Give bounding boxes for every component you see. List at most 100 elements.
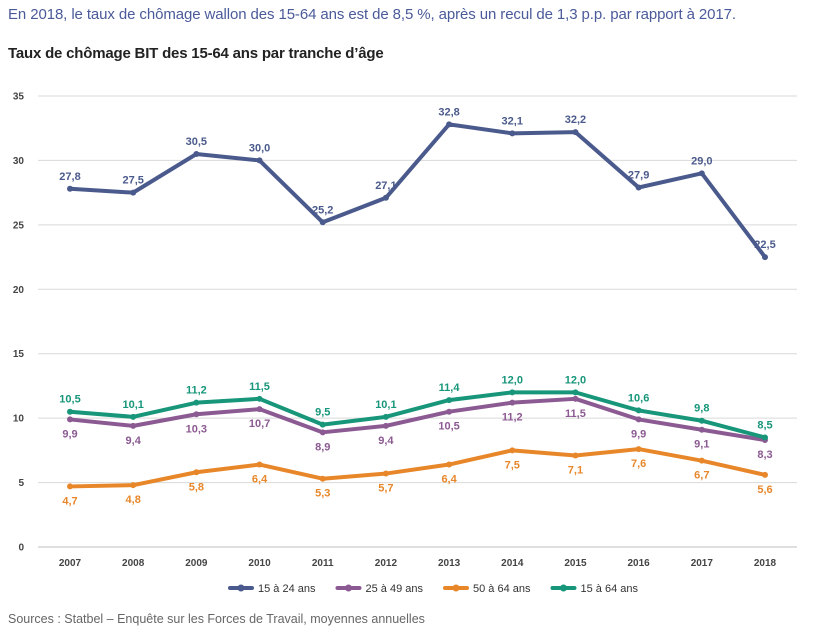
y-tick-label: 10 <box>13 414 25 425</box>
data-label: 10,7 <box>249 418 270 430</box>
data-label: 10,1 <box>375 399 396 411</box>
legend-label: 15 à 24 ans <box>258 583 316 595</box>
data-label: 10,6 <box>628 392 649 404</box>
data-point <box>382 413 389 420</box>
data-label: 27,5 <box>122 175 143 187</box>
data-point <box>382 194 389 201</box>
data-point <box>130 413 137 420</box>
data-label: 27,8 <box>59 171 80 183</box>
data-point <box>509 389 516 396</box>
data-label: 9,4 <box>378 435 394 447</box>
legend-label: 25 à 49 ans <box>366 583 424 595</box>
data-label: 9,4 <box>126 435 142 447</box>
data-point <box>130 422 137 429</box>
x-tick-label: 2016 <box>628 558 651 569</box>
data-point <box>256 406 263 413</box>
y-tick-label: 35 <box>13 92 25 103</box>
x-tick-label: 2011 <box>312 558 334 569</box>
x-tick-label: 2017 <box>691 558 714 569</box>
legend-marker <box>452 584 460 592</box>
data-point <box>256 461 263 468</box>
y-tick-label: 15 <box>13 349 25 360</box>
data-label: 5,6 <box>757 484 772 496</box>
data-label: 11,2 <box>502 412 523 424</box>
legend-marker <box>237 584 245 592</box>
data-label: 30,0 <box>249 142 270 154</box>
data-label: 9,5 <box>315 407 330 419</box>
data-label: 11,4 <box>439 382 461 394</box>
data-label: 25,2 <box>312 204 333 216</box>
data-point <box>572 452 579 459</box>
data-label: 10,1 <box>122 399 143 411</box>
series-line <box>68 447 767 489</box>
data-label: 9,9 <box>62 428 77 440</box>
data-label: 32,8 <box>438 106 459 118</box>
data-point <box>509 447 516 454</box>
data-label: 12,0 <box>502 374 523 386</box>
data-label: 11,5 <box>249 381 270 393</box>
data-label: 22,5 <box>754 239 775 251</box>
series-line <box>68 390 767 440</box>
legend-label: 15 à 64 ans <box>581 583 639 595</box>
data-label: 32,1 <box>502 115 523 127</box>
chart-title: Taux de chômage BIT des 15-64 ans par tr… <box>8 45 384 62</box>
data-label: 8,3 <box>757 449 772 461</box>
data-label: 8,9 <box>315 441 330 453</box>
data-point <box>193 469 200 476</box>
legend-label: 50 à 64 ans <box>473 583 531 595</box>
data-point <box>130 189 137 196</box>
x-tick-label: 2009 <box>185 558 208 569</box>
data-label: 4,8 <box>126 494 141 506</box>
x-axis: 2007 2008 2009 2010 2011 2012 2013 2014 2015 2016… <box>59 558 777 569</box>
data-point <box>572 389 579 396</box>
data-point <box>193 399 200 406</box>
data-point <box>698 417 705 424</box>
x-tick-label: 2012 <box>375 558 398 569</box>
y-tick-label: 20 <box>13 285 25 296</box>
data-point <box>572 129 579 136</box>
data-label: 9,8 <box>694 403 709 415</box>
data-label: 4,7 <box>62 495 77 507</box>
y-tick-label: 25 <box>13 220 25 231</box>
data-label: 11,5 <box>565 408 586 420</box>
y-tick-label: 30 <box>13 156 25 167</box>
data-label: 12,0 <box>565 374 586 386</box>
data-point <box>509 399 516 406</box>
headline: En 2018, le taux de chômage wallon des 1… <box>8 6 736 23</box>
data-point <box>319 475 326 482</box>
data-label: 32,2 <box>565 114 586 126</box>
data-point <box>698 170 705 177</box>
series-line <box>68 122 767 260</box>
x-tick-label: 2007 <box>59 558 82 569</box>
data-point <box>67 408 73 415</box>
data-point <box>635 416 642 423</box>
x-tick-label: 2010 <box>248 558 271 569</box>
data-point <box>382 470 389 477</box>
data-label: 7,6 <box>631 458 646 470</box>
x-tick-label: 2015 <box>564 558 587 569</box>
x-tick-label: 2013 <box>438 558 461 569</box>
x-tick-label: 2018 <box>754 558 777 569</box>
data-point <box>762 254 768 261</box>
data-point <box>698 426 705 433</box>
data-label: 10,5 <box>59 394 80 406</box>
data-point <box>193 411 200 418</box>
data-label: 29,0 <box>691 155 712 167</box>
legend-marker <box>345 584 352 592</box>
data-point <box>635 446 642 453</box>
y-tick-label: 0 <box>18 543 24 554</box>
data-point <box>67 483 73 490</box>
data-point <box>446 408 453 415</box>
data-point <box>382 422 389 429</box>
legend-marker <box>560 584 567 592</box>
data-point <box>762 434 768 441</box>
data-point <box>130 482 137 489</box>
data-label: 30,5 <box>186 136 207 148</box>
data-label: 5,7 <box>378 483 393 495</box>
data-point <box>446 121 453 128</box>
data-point <box>256 395 263 402</box>
x-tick-label: 2008 <box>122 558 145 569</box>
data-label: 8,5 <box>757 419 772 431</box>
data-label: 5,3 <box>315 488 330 500</box>
